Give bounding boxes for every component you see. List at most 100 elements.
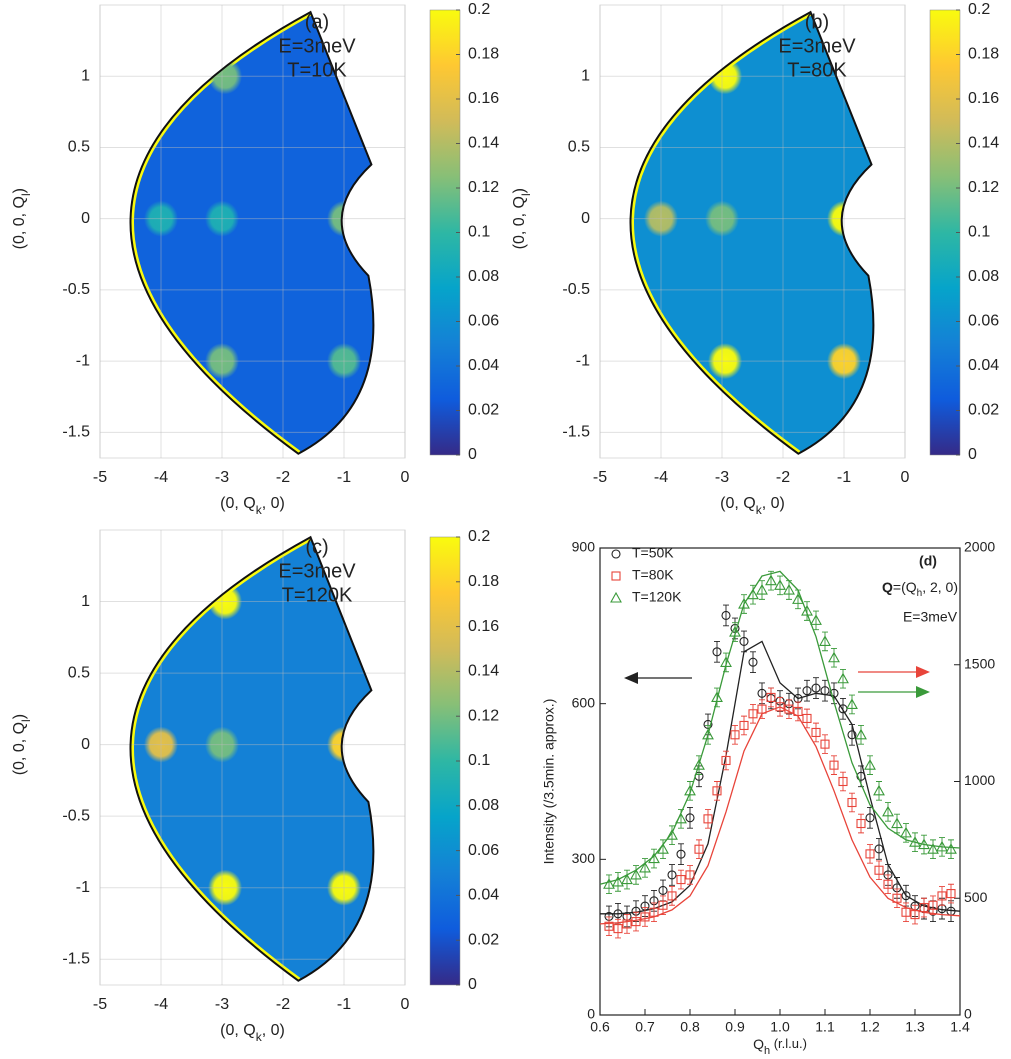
marker	[838, 776, 848, 787]
marker	[685, 813, 695, 823]
x-axis-label-part: Q	[753, 1036, 764, 1052]
marker	[639, 861, 651, 873]
error-bar	[768, 687, 774, 708]
x-axis-label: (0, Qk, 0)	[220, 495, 285, 517]
marker	[927, 843, 939, 854]
marker	[946, 889, 956, 899]
error-bar	[921, 834, 927, 855]
error-bar	[714, 687, 720, 708]
y2-tick-label: 500	[964, 889, 988, 905]
error-bar	[606, 874, 612, 895]
x-tick-label: -3	[215, 469, 229, 486]
marker	[748, 657, 758, 667]
y-tick-label: -1.5	[62, 950, 90, 967]
y-axis-label-part: )	[511, 188, 528, 193]
error-bar	[660, 895, 666, 916]
x-tick-label: -2	[776, 469, 790, 486]
map-outline	[129, 535, 375, 982]
marker	[658, 885, 668, 896]
colorbar-tick-label: 0.16	[968, 90, 999, 107]
legend-label: T=50K	[632, 545, 674, 561]
marker	[883, 879, 893, 889]
y-axis-label-part: (0, 0, Q	[11, 196, 28, 249]
marker	[703, 814, 713, 824]
arrows	[624, 666, 930, 698]
error-bar	[660, 839, 666, 860]
colorbar-tick-label: 0.12	[468, 179, 499, 196]
x-axis-label-part: (0, Q	[220, 1022, 256, 1039]
y-tick-label: -0.5	[62, 281, 90, 298]
y-axis-label-part: )	[11, 188, 28, 193]
colorbar-tick-label: 0.14	[468, 663, 499, 680]
error-bar	[903, 823, 909, 843]
colorbar	[429, 9, 461, 456]
marker	[901, 891, 911, 901]
error-bar	[840, 668, 846, 689]
error-bar	[876, 860, 882, 881]
legend-label: T=120K	[632, 589, 682, 605]
y-axis-label: (0, 0, Ql)	[11, 714, 33, 775]
x-axis-label-part: k	[756, 503, 763, 517]
marker	[757, 704, 767, 714]
y-axis-label-part: l	[19, 193, 33, 196]
colorbar-tick-label: 0.06	[468, 842, 499, 859]
y-tick-label: 300	[572, 850, 596, 866]
error-bar	[624, 914, 630, 934]
x-tick-label: 0.8	[680, 1019, 700, 1035]
marker	[873, 784, 885, 796]
marker	[865, 813, 875, 823]
error-bar	[732, 725, 738, 745]
colorbar-tick-label: 0.12	[468, 707, 499, 724]
colorbar-tick-label: 0	[468, 446, 477, 463]
colorbar-tick-label: 0.18	[968, 46, 999, 63]
marker	[820, 686, 830, 696]
marker	[756, 583, 768, 595]
x-tick-label: -5	[93, 996, 107, 1013]
marker	[676, 875, 686, 885]
error-bar	[624, 869, 630, 890]
marker	[603, 878, 615, 889]
x-tick-label: -4	[154, 996, 168, 1013]
y-axis-label: (0, 0, Ql)	[511, 188, 533, 249]
x-tick-label: 0.7	[635, 1019, 655, 1035]
error-bar	[750, 651, 756, 673]
error-bar	[840, 771, 846, 792]
marker	[631, 917, 641, 927]
marker	[945, 843, 957, 854]
marker	[801, 604, 813, 616]
colorbar-tick-label: 0.14	[968, 135, 999, 152]
marker	[694, 844, 704, 854]
error-bar	[903, 902, 909, 923]
marker	[766, 692, 776, 702]
annotation-part: , 2, 0)	[922, 579, 958, 595]
x-tick-label: -4	[654, 469, 668, 486]
y-axis-label-part: l	[519, 193, 533, 196]
x-tick-label: 0	[401, 469, 410, 486]
error-bar	[822, 734, 828, 754]
error-bar	[813, 610, 819, 631]
marker	[658, 900, 668, 910]
error-bar	[696, 755, 702, 775]
y-tick-label: 0.5	[568, 139, 590, 156]
error-bar	[759, 580, 765, 600]
error-bar	[885, 802, 891, 822]
x-axis-label-part: (0, Q	[720, 495, 756, 512]
marker	[648, 852, 660, 864]
colorbar-tick-label: 0.04	[468, 357, 499, 374]
x-axis-label-part: k	[256, 1030, 263, 1044]
spot	[327, 343, 361, 380]
error-bar	[723, 604, 729, 627]
error-bar	[669, 886, 675, 906]
marker	[612, 875, 624, 887]
spot	[827, 343, 861, 380]
marker	[829, 688, 839, 698]
marker	[937, 891, 947, 901]
x-tick-label: 1.1	[815, 1019, 835, 1035]
marker	[864, 759, 876, 770]
marker	[856, 771, 866, 781]
series	[599, 570, 961, 895]
colorbar-tick-label: 0.1	[468, 752, 490, 769]
error-bar	[741, 594, 747, 614]
marker	[847, 730, 857, 740]
marker	[676, 849, 686, 859]
